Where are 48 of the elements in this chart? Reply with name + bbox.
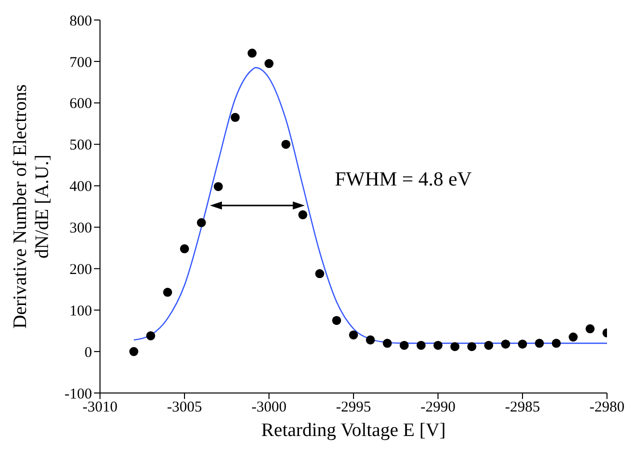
point bbox=[484, 340, 494, 350]
x-tick-label: -3000 bbox=[252, 400, 286, 416]
point bbox=[163, 288, 172, 297]
point bbox=[264, 59, 274, 68]
x-tick-label: -2990 bbox=[420, 400, 456, 416]
point bbox=[518, 340, 528, 349]
point bbox=[501, 340, 510, 349]
x-tick-label: -3005 bbox=[167, 400, 202, 416]
point bbox=[534, 338, 544, 348]
y-axis-title: Derivative Number of Electrons dN/dE [A.U.] bbox=[10, 84, 53, 329]
y-tick-label: 500 bbox=[70, 138, 92, 154]
point bbox=[180, 244, 190, 254]
point bbox=[146, 331, 156, 340]
y-tick-label: 800 bbox=[70, 13, 92, 30]
x-tick-label: -2995 bbox=[336, 400, 371, 416]
x-tick-label: -2980 bbox=[590, 400, 624, 416]
point bbox=[230, 112, 240, 122]
point bbox=[332, 316, 342, 325]
y-tick-label: 700 bbox=[70, 54, 92, 71]
x-axis-title: Retarding Voltage E [V] bbox=[261, 420, 446, 441]
y-tick-label: 100 bbox=[70, 303, 92, 320]
point bbox=[248, 48, 257, 58]
x-tick-label: -2985 bbox=[505, 400, 540, 416]
y-tick-label: 400 bbox=[70, 179, 92, 196]
y-tick-label: 200 bbox=[70, 262, 92, 278]
y-tick-label: 600 bbox=[70, 96, 92, 112]
point bbox=[129, 347, 138, 356]
annotation: FWHM = 4.8 eV bbox=[334, 168, 472, 190]
point bbox=[214, 182, 223, 192]
x-tick-label: -3010 bbox=[82, 400, 118, 416]
point bbox=[400, 340, 409, 350]
point bbox=[298, 210, 308, 220]
point bbox=[568, 332, 578, 342]
point bbox=[196, 218, 206, 228]
y-tick-label: 0 bbox=[84, 344, 92, 361]
y-tick-label: -100 bbox=[64, 386, 92, 402]
point bbox=[433, 340, 443, 350]
point bbox=[586, 324, 595, 334]
point bbox=[382, 338, 392, 348]
point bbox=[366, 335, 375, 344]
point bbox=[315, 269, 324, 278]
point bbox=[348, 330, 358, 340]
y-tick-label: 300 bbox=[70, 220, 92, 237]
point bbox=[416, 340, 426, 350]
point bbox=[552, 338, 561, 348]
point bbox=[281, 140, 290, 149]
point bbox=[467, 342, 476, 352]
point bbox=[450, 342, 460, 352]
